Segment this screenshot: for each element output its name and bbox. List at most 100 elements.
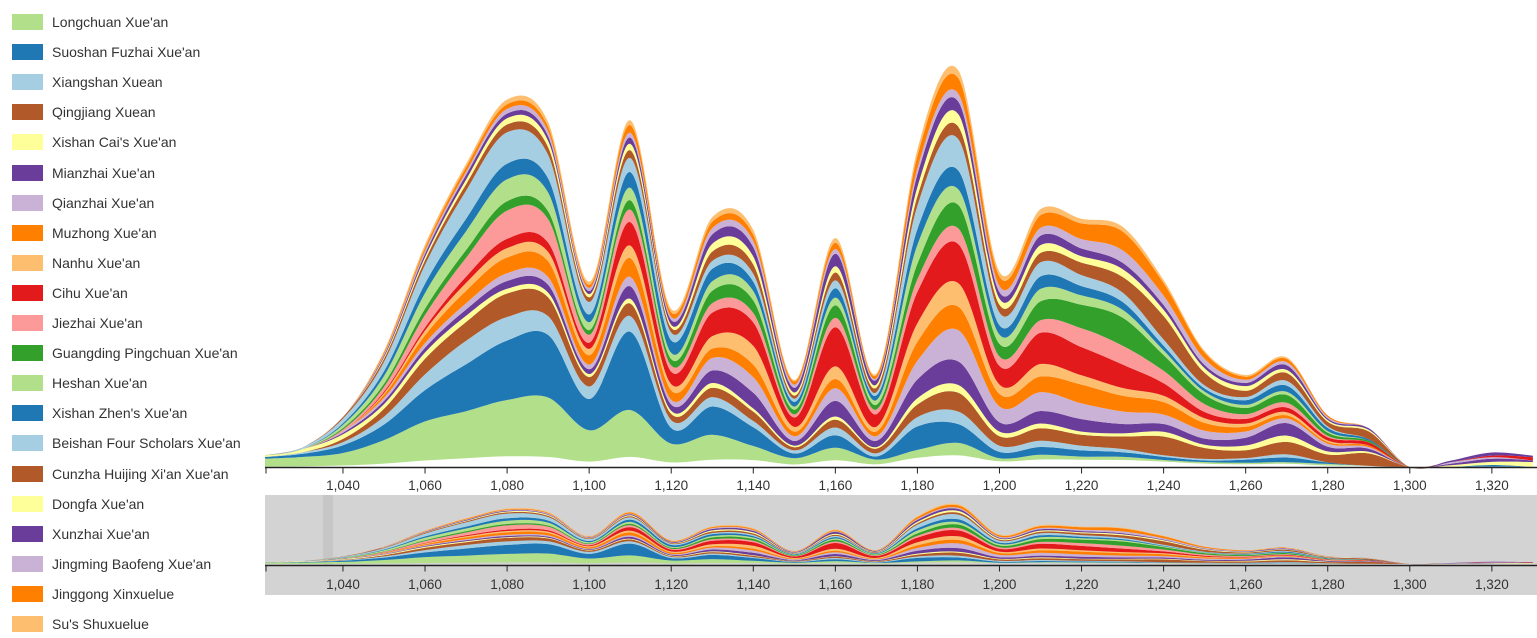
legend-item[interactable]: Xunzhai Xue'an	[12, 525, 150, 543]
brush-layer[interactable]	[265, 537, 1533, 565]
tick-label: 1,280	[1311, 577, 1345, 592]
legend-item[interactable]: Longchuan Xue'an	[12, 13, 168, 31]
tick-label: 1,040	[326, 577, 360, 592]
legend-swatch	[12, 435, 43, 452]
legend-label: Xiangshan Xuean	[52, 74, 163, 91]
legend-item[interactable]: Mianzhai Xue'an	[12, 164, 155, 182]
brush-layer[interactable]	[265, 510, 1533, 565]
legend-swatch	[12, 104, 43, 121]
tick-label: 1,180	[901, 478, 935, 493]
legend-label: Longchuan Xue'an	[52, 14, 169, 30]
legend-swatch	[12, 315, 43, 331]
stream-layer[interactable]	[265, 158, 1533, 469]
main-x-axis: 1,040 1,060 1,080 1,100 1,120 1,140 1,160 1,180…	[265, 466, 1537, 493]
legend-item[interactable]: Xishan Cai's Xue'an	[12, 133, 176, 151]
main-streamgraph[interactable]: 1,040 1,060 1,080 1,100 1,120 1,140 1,160 1,180…	[265, 0, 1537, 495]
legend-swatch	[12, 224, 43, 241]
legend-label: Jiezhai Xue'an	[52, 315, 143, 331]
legend-item[interactable]: Qingjiang Xuean	[12, 103, 156, 121]
legend-swatch	[12, 375, 43, 392]
legend-label: Su's Shuxuelue	[52, 616, 149, 632]
legend-swatch	[12, 555, 43, 572]
stream-layer[interactable]	[265, 89, 1533, 469]
legend-item[interactable]: Xishan Zhen's Xue'an	[12, 404, 187, 422]
tick-label: 1,280	[1311, 478, 1345, 493]
legend-swatch	[12, 345, 43, 362]
stream-layer[interactable]	[265, 310, 1533, 468]
tick-label: 1,240	[1147, 478, 1181, 493]
stream-layer[interactable]	[265, 97, 1533, 469]
legend-swatch	[12, 194, 43, 211]
tick-label: 1,200	[983, 478, 1017, 493]
legend-item[interactable]: Beishan Four Scholars Xue'an	[12, 434, 241, 452]
legend-swatch	[12, 44, 43, 61]
legend-label: Dongfa Xue'an	[52, 495, 145, 512]
legend-swatch	[12, 284, 43, 301]
stream-layer[interactable]	[265, 288, 1533, 468]
tick-label: 1,140	[736, 478, 770, 493]
legend-item[interactable]: Su's Shuxuelue	[12, 615, 149, 633]
brush-layer[interactable]	[265, 508, 1533, 565]
tick-label: 1,040	[326, 478, 360, 493]
legend-swatch	[12, 74, 43, 91]
legend-item[interactable]: Suoshan Fuzhai Xue'an	[12, 43, 200, 61]
legend-label: Qingjiang Xuean	[52, 104, 156, 121]
legend-item[interactable]: Cunzha Huijing Xi'an Xue'an	[12, 465, 229, 483]
legend-item[interactable]: Muzhong Xue'an	[12, 224, 157, 242]
legend-label: Xunzhai Xue'an	[52, 525, 150, 542]
tick-label: 1,080	[490, 577, 524, 592]
tick-label: 1,260	[1229, 478, 1263, 493]
tick-label: 1,120	[654, 577, 688, 592]
legend-swatch	[12, 616, 43, 632]
tick-label: 1,260	[1229, 577, 1263, 592]
stream-layer[interactable]	[265, 121, 1533, 469]
legend-swatch	[12, 495, 43, 512]
brush-layer[interactable]	[265, 553, 1533, 564]
brush-handle-left[interactable]	[323, 495, 333, 565]
legend-label: Heshan Xue'an	[52, 375, 148, 392]
legend-item[interactable]: Xiangshan Xuean	[12, 73, 163, 91]
legend-item[interactable]: Jiezhai Xue'an	[12, 314, 143, 332]
tick-label: 1,220	[1065, 577, 1099, 592]
brush-context-chart[interactable]: 1,040 1,060 1,080 1,100 1,120 1,140 1,160 1,180…	[265, 495, 1537, 595]
legend-swatch	[12, 405, 43, 422]
legend-label: Xishan Cai's Xue'an	[52, 134, 177, 151]
legend-label: Jinggong Xinxuelue	[52, 585, 175, 602]
legend-swatch	[12, 254, 43, 271]
legend-item[interactable]: Nanhu Xue'an	[12, 254, 140, 272]
tick-label: 1,180	[901, 577, 935, 592]
tick-label: 1,140	[736, 577, 770, 592]
legend-swatch	[12, 585, 43, 602]
legend-item[interactable]: Heshan Xue'an	[12, 374, 147, 392]
brush-layer[interactable]	[265, 540, 1533, 564]
brush-layer[interactable]	[265, 513, 1533, 565]
legend-item[interactable]: Dongfa Xue'an	[12, 495, 144, 513]
legend-label: Cunzha Huijing Xi'an Xue'an	[52, 465, 229, 482]
legend-label: Jingming Baofeng Xue'an	[52, 555, 212, 572]
legend-label: Qianzhai Xue'an	[52, 194, 155, 211]
legend-label: Muzhong Xue'an	[52, 224, 157, 241]
legend-item[interactable]: Jingming Baofeng Xue'an	[12, 555, 211, 573]
stream-layer[interactable]	[265, 110, 1533, 469]
legend-swatch	[12, 525, 43, 542]
stream-layer[interactable]	[265, 73, 1533, 469]
legend-label: Guangding Pingchuan Xue'an	[52, 345, 238, 362]
legend-item[interactable]: Qianzhai Xue'an	[12, 194, 154, 212]
tick-label: 1,160	[818, 577, 852, 592]
brush-layer[interactable]	[265, 504, 1533, 565]
main-stream-layers	[265, 65, 1533, 469]
tick-label: 1,060	[408, 577, 442, 592]
brush-x-axis: 1,040 1,060 1,080 1,100 1,120 1,140 1,160 1,180…	[265, 564, 1537, 592]
legend-item[interactable]: Jinggong Xinxuelue	[12, 585, 174, 603]
tick-label: 1,200	[983, 577, 1017, 592]
tick-label: 1,120	[654, 478, 688, 493]
legend-item[interactable]: Guangding Pingchuan Xue'an	[12, 344, 238, 362]
stream-layer[interactable]	[265, 129, 1533, 469]
legend-item[interactable]: Cihu Xue'an	[12, 284, 128, 302]
legend-label: Nanhu Xue'an	[52, 254, 141, 271]
brush-layer[interactable]	[265, 507, 1533, 565]
tick-label: 1,160	[818, 478, 852, 493]
brush-layer[interactable]	[265, 517, 1533, 565]
brush-layer[interactable]	[265, 511, 1533, 565]
stream-layer[interactable]	[265, 395, 1533, 468]
